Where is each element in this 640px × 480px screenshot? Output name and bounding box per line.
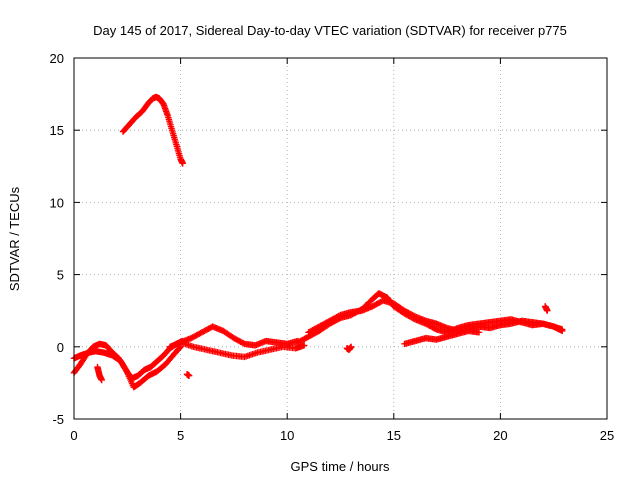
series-track-early-arc <box>119 93 186 167</box>
x-tick-label: 15 <box>387 428 401 443</box>
series-track-track-c <box>166 323 302 350</box>
data-point <box>347 343 355 350</box>
data-point <box>185 372 193 379</box>
data-point <box>475 329 483 336</box>
x-tick-label: 25 <box>600 428 614 443</box>
data-point <box>544 307 551 314</box>
axis-tick-labels: 0 5 10 15 20 25 -5 0 5 10 15 20 <box>50 51 615 443</box>
y-axis-label: SDTVAR / TECUs <box>7 186 22 291</box>
data-point <box>123 368 130 375</box>
data-points <box>70 93 566 391</box>
x-tick-label: 20 <box>493 428 507 443</box>
y-tick-label: 20 <box>50 51 64 66</box>
y-tick-label: -5 <box>52 412 64 427</box>
data-point <box>179 160 186 167</box>
series-track-spike <box>541 303 551 314</box>
data-point <box>301 342 308 349</box>
plot-frame <box>73 57 608 420</box>
series-track-dip-2 <box>183 371 193 379</box>
y-tick-label: 15 <box>50 123 64 138</box>
y-tick-label: 10 <box>50 195 64 210</box>
x-axis-label: GPS time / hours <box>291 459 390 474</box>
series-track-track-d <box>177 339 308 361</box>
grid <box>74 58 607 419</box>
chart-title: Day 145 of 2017, Sidereal Day-to-day VTE… <box>93 23 567 38</box>
series-track-track-f <box>305 297 566 336</box>
series-track-dip-3 <box>343 343 355 353</box>
data-point <box>559 327 566 335</box>
data-point <box>98 376 105 384</box>
series-track-track-b <box>70 343 184 391</box>
y-tick-label: 0 <box>57 340 64 355</box>
x-tick-label: 5 <box>177 428 184 443</box>
x-tick-label: 10 <box>280 428 294 443</box>
series-track-dip-1 <box>94 363 105 384</box>
x-tick-label: 0 <box>70 428 77 443</box>
y-tick-label: 5 <box>57 268 64 283</box>
series-track-track-g <box>401 327 483 348</box>
